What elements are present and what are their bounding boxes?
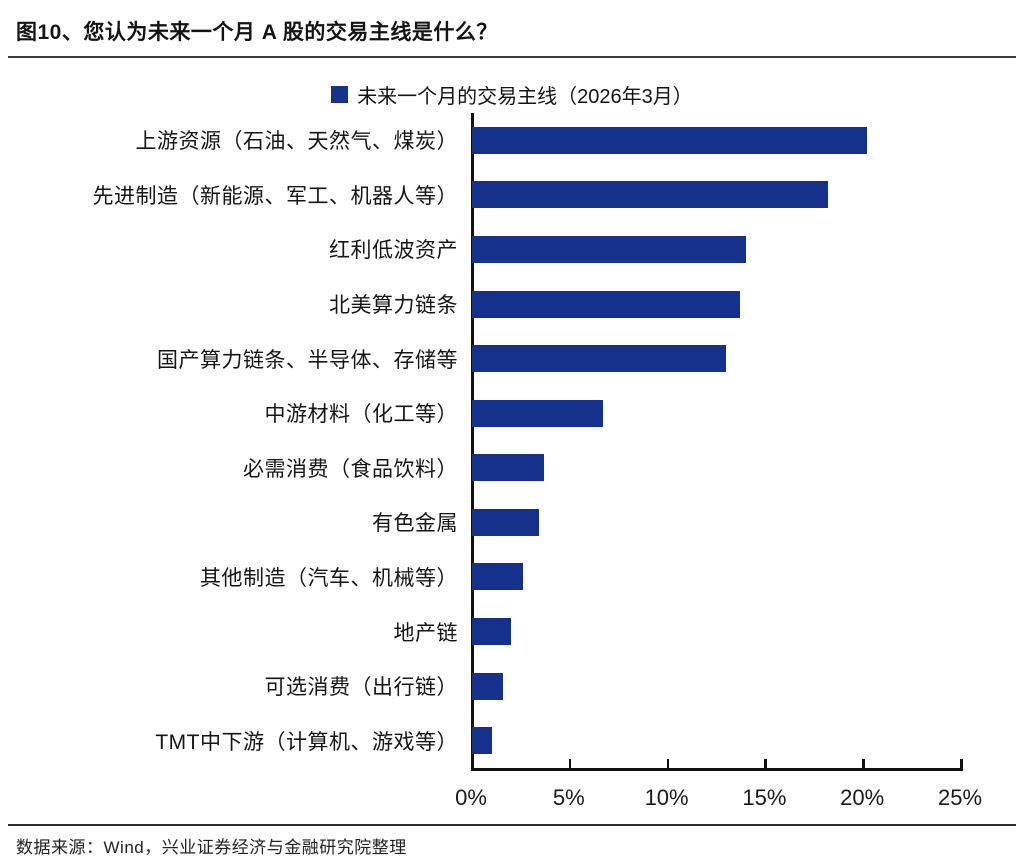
category-label: 北美算力链条 [329,294,458,318]
figure-title: 图10、您认为未来一个月 A 股的交易主线是什么？ [16,21,498,44]
category-label: 先进制造（新能源、军工、机器人等） [92,184,458,208]
x-axis-tick [666,759,670,768]
x-axis-tick-label: 15% [742,785,787,810]
bar [472,235,746,263]
bar [472,399,604,427]
chart-legend: 未来一个月的交易主线（2026年3月） [0,80,1024,109]
bar [472,672,504,700]
bar [472,563,523,591]
bar [472,290,740,318]
x-axis-tick-label: 0% [455,785,487,810]
category-label: 国产算力链条、半导体、存储等 [157,348,458,372]
y-axis-line [471,113,474,768]
bar [472,126,868,154]
category-label: 中游材料（化工等） [264,403,458,427]
footer-divider-line [8,824,1016,826]
category-label: TMT中下游（计算机、游戏等） [155,730,458,754]
category-label: 其他制造（汽车、机械等） [200,566,458,590]
x-axis-tick-label: 25% [937,785,983,810]
x-axis-tick [764,759,767,768]
bar [472,345,727,373]
x-axis-tick [568,759,572,768]
x-axis-tick-label: 20% [840,785,885,810]
x-axis-tick [960,759,963,768]
x-axis-tick-label: 5% [552,785,585,810]
x-axis-line [471,768,963,771]
legend-square-icon [331,86,349,103]
bar [472,508,539,536]
x-axis-tick [862,759,865,768]
x-axis-tick-label: 10% [644,785,689,810]
category-label: 上游资源（石油、天然气、煤炭） [135,130,458,154]
category-label: 必需消费（食品饮料） [243,457,458,481]
bar [472,454,545,482]
title-divider-line [8,56,1016,58]
category-label: 有色金属 [372,512,458,536]
bar [472,618,512,646]
data-source-note: 数据来源：Wind，兴业证券经济与金融研究院整理 [16,838,407,857]
bar [472,181,828,209]
category-label: 地产链 [393,621,458,645]
legend-label: 未来一个月的交易主线（2026年3月） [357,86,693,108]
bar [472,727,492,755]
category-label: 红利低波资产 [329,239,458,263]
category-label: 可选消费（出行链） [264,676,458,700]
